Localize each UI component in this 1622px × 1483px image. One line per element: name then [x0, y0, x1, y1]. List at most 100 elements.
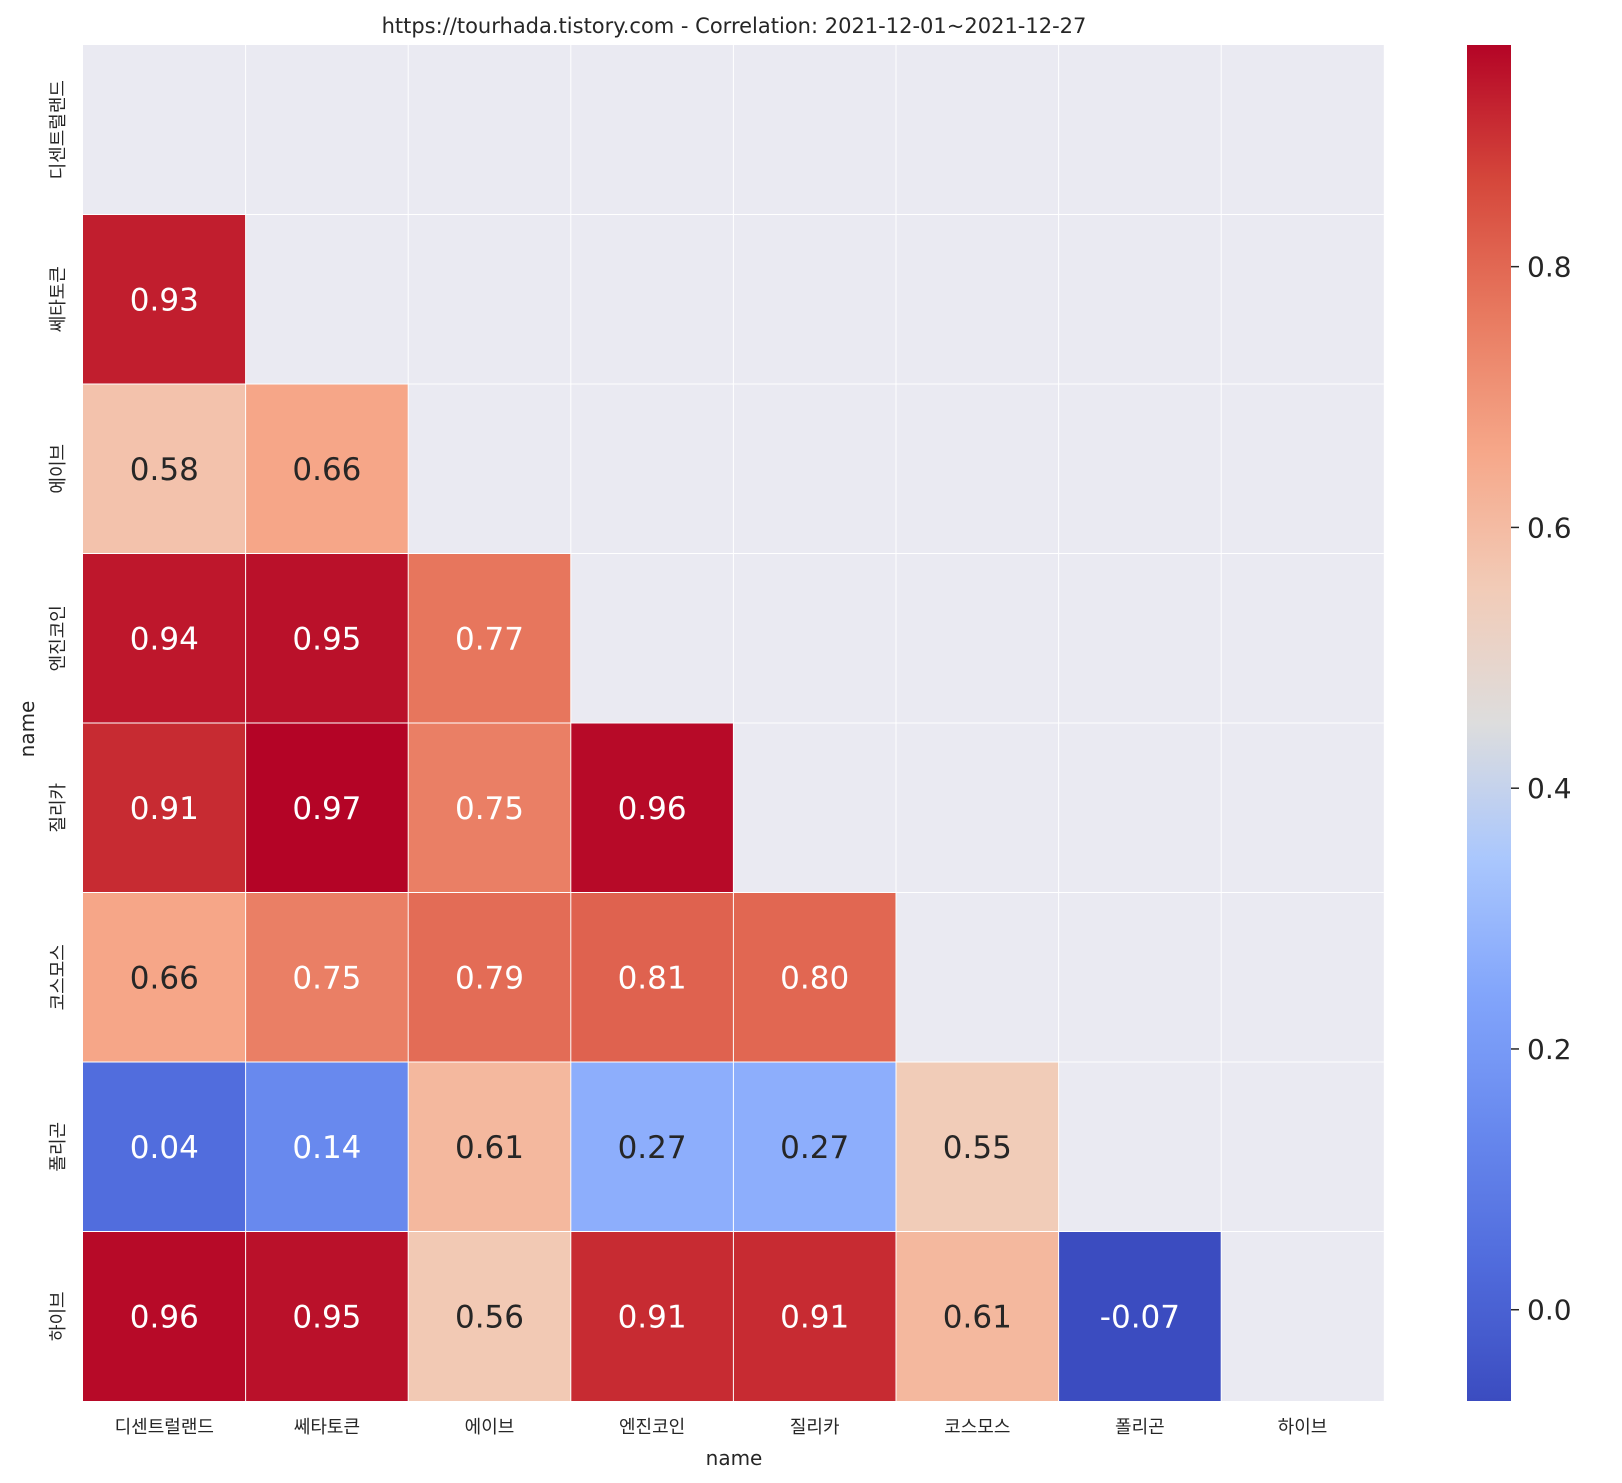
cell-value-label-7-5: 0.61 — [943, 1299, 1012, 1335]
heatmap-cell-masked-0-1 — [245, 45, 409, 215]
cell-value-label-3-0: 0.94 — [130, 621, 199, 657]
heatmap-cell-masked-0-3 — [570, 45, 734, 215]
y-tick-label: 하이브 — [48, 1291, 69, 1341]
heatmap-cells: 0.93 0.58 0.66 0.94 0.95 0.77 0.91 0.97 0.75 0.96… — [83, 45, 1384, 1401]
heatmap-cell-masked-1-7 — [1221, 214, 1384, 384]
heatmap-cell-masked-1-3 — [570, 214, 734, 384]
colorbar-tick-label: 0.4 — [1527, 772, 1572, 805]
heatmap-cell-6-3 — [570, 1062, 734, 1232]
cell-value-label-1-0: 0.93 — [130, 282, 199, 318]
heatmap-cell-masked-6-6 — [1058, 1062, 1222, 1232]
colorbar-tick-label: 0.2 — [1527, 1033, 1572, 1066]
heatmap-cell-6-4 — [733, 1062, 896, 1232]
chart-title: https://tourhada.tistory.com - Correlati… — [382, 14, 1087, 38]
cell-value-label-7-3: 0.91 — [618, 1299, 687, 1335]
heatmap-cell-masked-1-2 — [408, 214, 571, 384]
heatmap-cell-masked-1-5 — [896, 214, 1059, 384]
cell-value-label-6-5: 0.55 — [943, 1130, 1012, 1166]
heatmap-cell-masked-2-4 — [733, 384, 896, 554]
cell-value-label-6-1: 0.14 — [292, 1130, 361, 1166]
colorbar-ticks: 0.0 0.2 0.4 0.6 0.8 — [1511, 251, 1572, 1327]
heatmap-cell-7-5 — [896, 1231, 1059, 1401]
x-tick-label: 질리카 — [790, 1417, 840, 1438]
heatmap-cell-3-0 — [83, 553, 246, 723]
cell-value-label-7-6: -0.07 — [1100, 1299, 1180, 1335]
heatmap-cell-masked-4-6 — [1058, 723, 1222, 893]
heatmap-cell-4-1 — [245, 723, 409, 893]
cell-value-label-4-3: 0.96 — [618, 791, 687, 827]
heatmap-cell-masked-0-4 — [733, 45, 896, 215]
heatmap-cell-masked-2-7 — [1221, 384, 1384, 554]
heatmap-cell-5-1 — [245, 892, 409, 1062]
heatmap-cell-6-2 — [408, 1062, 571, 1232]
cell-value-label-2-1: 0.66 — [292, 452, 361, 488]
heatmap-cell-3-1 — [245, 553, 409, 723]
heatmap-cell-masked-1-4 — [733, 214, 896, 384]
heatmap-cell-7-1 — [245, 1231, 409, 1401]
cell-value-label-7-2: 0.56 — [455, 1299, 524, 1335]
heatmap-cell-7-4 — [733, 1231, 896, 1401]
cell-value-label-3-1: 0.95 — [292, 621, 361, 657]
colorbar-tick-label: 0.6 — [1527, 511, 1572, 544]
x-tick-label: 에이브 — [465, 1417, 515, 1438]
x-tick-label: 폴리곤 — [1115, 1417, 1165, 1438]
cell-value-label-6-0: 0.04 — [130, 1130, 199, 1166]
heatmap-cell-masked-5-6 — [1058, 892, 1222, 1062]
heatmap-cell-7-0 — [83, 1231, 246, 1401]
cell-value-label-4-0: 0.91 — [130, 791, 199, 827]
cell-value-label-7-0: 0.96 — [130, 1299, 199, 1335]
heatmap-cell-7-6 — [1058, 1231, 1222, 1401]
cell-value-label-4-1: 0.97 — [292, 791, 361, 827]
y-tick-label: 질리카 — [48, 783, 69, 833]
heatmap-cell-2-1 — [245, 384, 409, 554]
heatmap-cell-masked-3-4 — [733, 553, 896, 723]
heatmap-cell-6-5 — [896, 1062, 1059, 1232]
heatmap-cell-5-3 — [570, 892, 734, 1062]
heatmap-cell-masked-0-6 — [1058, 45, 1222, 215]
cell-value-label-6-4: 0.27 — [780, 1130, 849, 1166]
heatmap-cell-masked-0-7 — [1221, 45, 1384, 215]
colorbar-tick-label: 0.0 — [1527, 1294, 1572, 1327]
heatmap-cell-4-3 — [570, 723, 734, 893]
heatmap-cell-masked-4-7 — [1221, 723, 1384, 893]
heatmap-cell-masked-0-0 — [83, 45, 246, 215]
heatmap-cell-6-0 — [83, 1062, 246, 1232]
heatmap-cell-5-4 — [733, 892, 896, 1062]
heatmap-cell-4-0 — [83, 723, 246, 893]
x-tick-label: 쎄타토큰 — [294, 1417, 360, 1438]
heatmap-cell-3-2 — [408, 553, 571, 723]
heatmap-cell-masked-3-6 — [1058, 553, 1222, 723]
x-tick-label: 코스모스 — [944, 1417, 1010, 1438]
cell-value-label-5-2: 0.79 — [455, 960, 524, 996]
y-axis-label: name — [15, 701, 39, 758]
y-tick-label: 엔진코인 — [48, 605, 69, 671]
heatmap-cell-masked-2-2 — [408, 384, 571, 554]
y-tick-label: 쎄타토큰 — [48, 266, 69, 332]
y-tick-label: 에이브 — [48, 444, 69, 494]
heatmap-cell-masked-1-1 — [245, 214, 409, 384]
cell-value-label-7-4: 0.91 — [780, 1299, 849, 1335]
cell-value-label-6-3: 0.27 — [618, 1130, 687, 1166]
x-tick-labels: 디센트럴랜드 쎄타토큰 에이브 엔진코인 질리카 코스모스 폴리곤 하이브 — [115, 1417, 1328, 1438]
heatmap-cell-5-2 — [408, 892, 571, 1062]
x-axis-label: name — [706, 1446, 763, 1470]
heatmap-cell-masked-0-5 — [896, 45, 1059, 215]
heatmap-cell-masked-6-7 — [1221, 1062, 1384, 1232]
y-tick-label: 디센트럴랜드 — [48, 80, 69, 179]
heatmap-cell-masked-2-6 — [1058, 384, 1222, 554]
y-tick-label: 코스모스 — [48, 944, 69, 1010]
heatmap-cell-masked-1-6 — [1058, 214, 1222, 384]
colorbar — [1467, 45, 1511, 1401]
cell-value-label-4-2: 0.75 — [455, 791, 524, 827]
x-tick-label: 디센트럴랜드 — [115, 1417, 214, 1438]
heatmap-cell-1-0 — [83, 214, 246, 384]
colorbar-tick-label: 0.8 — [1527, 251, 1572, 284]
heatmap-cell-5-0 — [83, 892, 246, 1062]
heatmap-cell-masked-2-5 — [896, 384, 1059, 554]
x-tick-label: 하이브 — [1278, 1417, 1328, 1438]
cell-value-label-3-2: 0.77 — [455, 621, 524, 657]
heatmap-cell-7-2 — [408, 1231, 571, 1401]
x-tick-label: 엔진코인 — [619, 1417, 685, 1438]
